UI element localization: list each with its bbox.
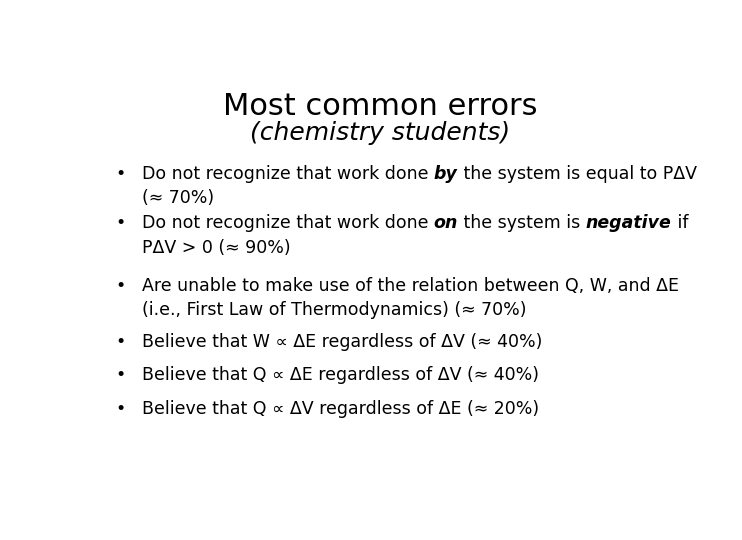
Text: if: if	[672, 214, 688, 233]
Text: Do not recognize that work done: Do not recognize that work done	[142, 165, 433, 183]
Text: (chemistry students): (chemistry students)	[250, 121, 510, 145]
Text: the system is equal to PΔV: the system is equal to PΔV	[458, 165, 697, 183]
Text: (i.e., First Law of Thermodynamics) (≈ 70%): (i.e., First Law of Thermodynamics) (≈ 7…	[142, 301, 526, 319]
Text: negative: negative	[585, 214, 672, 233]
Text: •: •	[115, 333, 125, 351]
Text: •: •	[115, 214, 125, 233]
Text: Believe that Q ∝ ΔV regardless of ΔE (≈ 20%): Believe that Q ∝ ΔV regardless of ΔE (≈ …	[142, 400, 539, 417]
Text: •: •	[115, 366, 125, 384]
Text: •: •	[115, 165, 125, 183]
Text: (≈ 70%): (≈ 70%)	[142, 188, 214, 207]
Text: the system is: the system is	[458, 214, 585, 233]
Text: on: on	[433, 214, 458, 233]
Text: Believe that Q ∝ ΔE regardless of ΔV (≈ 40%): Believe that Q ∝ ΔE regardless of ΔV (≈ …	[142, 366, 539, 384]
Text: Do not recognize that work done: Do not recognize that work done	[142, 214, 433, 233]
Text: Most common errors: Most common errors	[223, 92, 537, 121]
Text: •: •	[115, 277, 125, 295]
Text: Believe that W ∝ ΔE regardless of ΔV (≈ 40%): Believe that W ∝ ΔE regardless of ΔV (≈ …	[142, 333, 542, 351]
Text: PΔV > 0 (≈ 90%): PΔV > 0 (≈ 90%)	[142, 239, 290, 256]
Text: Are unable to make use of the relation between Q, W, and ΔE: Are unable to make use of the relation b…	[142, 277, 679, 295]
Text: •: •	[115, 400, 125, 417]
Text: by: by	[433, 165, 458, 183]
